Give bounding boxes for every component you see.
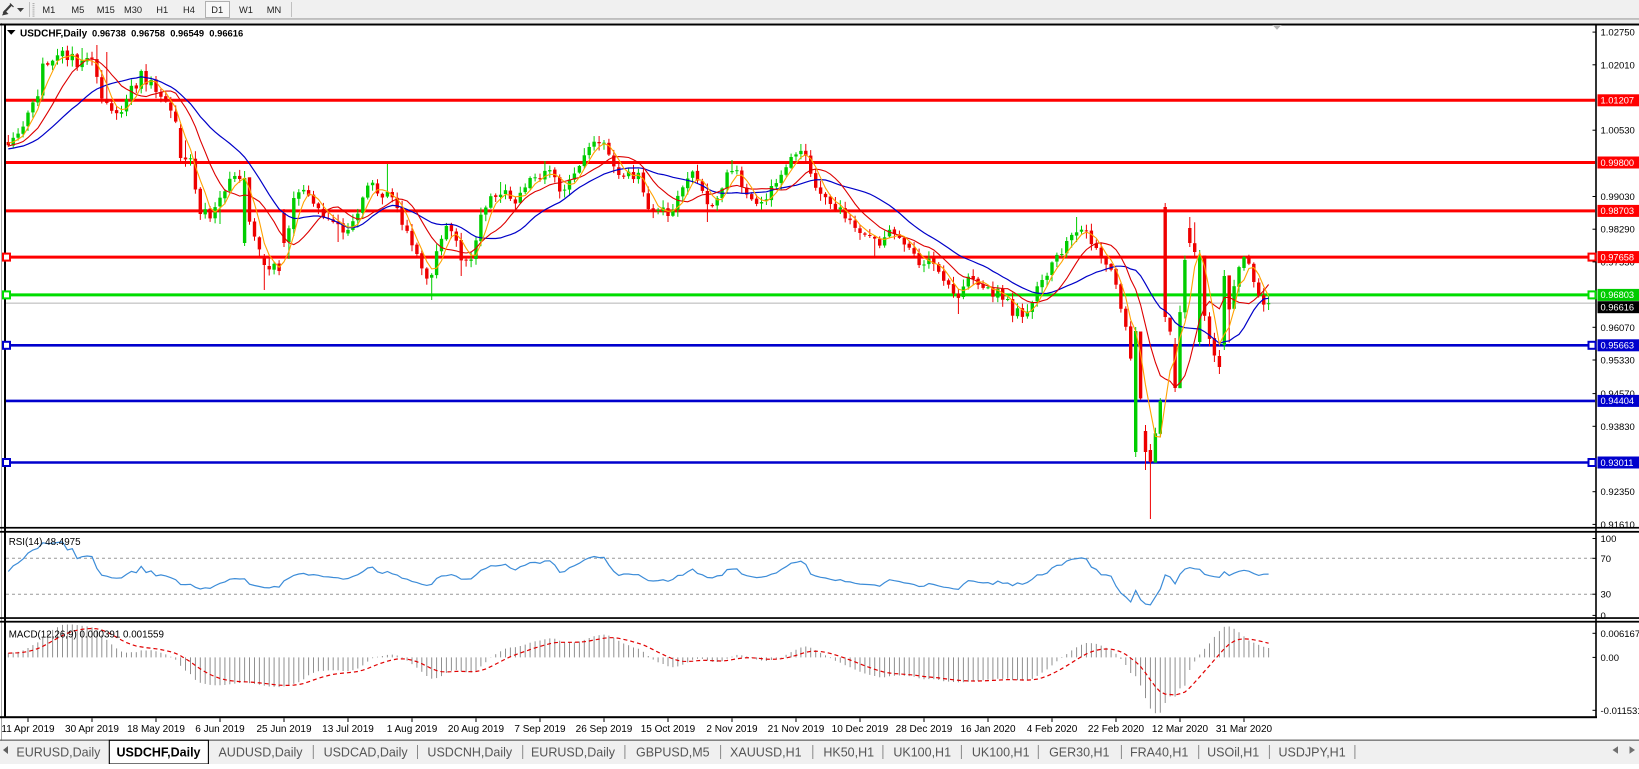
svg-text:15 Oct 2019: 15 Oct 2019 — [641, 724, 696, 735]
svg-text:0.98290: 0.98290 — [1601, 225, 1635, 236]
svg-text:-0.011531: -0.011531 — [1601, 706, 1639, 717]
svg-text:FRA40,H1: FRA40,H1 — [1130, 746, 1188, 760]
svg-text:0.96803: 0.96803 — [1601, 290, 1635, 300]
svg-text:12 Mar 2020: 12 Mar 2020 — [1152, 724, 1209, 735]
svg-text:MACD(12,26,9) 0.000391 0.00155: MACD(12,26,9) 0.000391 0.001559 — [9, 630, 164, 641]
svg-text:USDCHF,Daily: USDCHF,Daily — [20, 29, 88, 40]
svg-text:30: 30 — [1601, 590, 1612, 601]
svg-text:70: 70 — [1601, 554, 1612, 565]
svg-text:0.95663: 0.95663 — [1601, 341, 1635, 351]
svg-text:UK100,H1: UK100,H1 — [972, 746, 1030, 760]
svg-text:XAUUSD,H1: XAUUSD,H1 — [730, 746, 802, 760]
svg-text:0.97658: 0.97658 — [1601, 252, 1635, 262]
svg-text:2 Nov 2019: 2 Nov 2019 — [706, 724, 758, 735]
svg-text:H1: H1 — [156, 5, 168, 15]
svg-text:1.01207: 1.01207 — [1601, 96, 1635, 106]
svg-text:M5: M5 — [71, 5, 84, 15]
svg-text:0.95330: 0.95330 — [1601, 356, 1635, 367]
svg-text:1.02010: 1.02010 — [1601, 60, 1635, 71]
svg-text:18 May 2019: 18 May 2019 — [127, 724, 185, 735]
svg-text:0.91610: 0.91610 — [1601, 520, 1635, 531]
svg-text:0.98703: 0.98703 — [1601, 206, 1635, 216]
svg-text:0.94404: 0.94404 — [1601, 396, 1635, 406]
svg-text:MN: MN — [267, 5, 281, 15]
svg-text:GBPUSD,M5: GBPUSD,M5 — [636, 746, 710, 760]
svg-text:6 Jun 2019: 6 Jun 2019 — [195, 724, 245, 735]
svg-text:UK100,H1: UK100,H1 — [893, 746, 951, 760]
svg-text:0.00: 0.00 — [1601, 653, 1620, 664]
svg-text:16 Jan 2020: 16 Jan 2020 — [960, 724, 1015, 735]
svg-text:28 Dec 2019: 28 Dec 2019 — [896, 724, 953, 735]
svg-text:0.93011: 0.93011 — [1601, 458, 1634, 468]
svg-text:0.99030: 0.99030 — [1601, 192, 1635, 203]
svg-text:H4: H4 — [183, 5, 195, 15]
svg-text:11 Apr 2019: 11 Apr 2019 — [1, 724, 55, 735]
svg-text:22 Feb 2020: 22 Feb 2020 — [1088, 724, 1145, 735]
svg-text:W1: W1 — [239, 5, 253, 15]
svg-text:13 Jul 2019: 13 Jul 2019 — [322, 724, 374, 735]
svg-text:0.92350: 0.92350 — [1601, 487, 1635, 498]
svg-text:1.02750: 1.02750 — [1601, 28, 1635, 39]
svg-text:100: 100 — [1601, 534, 1617, 545]
svg-text:GER30,H1: GER30,H1 — [1049, 746, 1109, 760]
svg-text:10 Dec 2019: 10 Dec 2019 — [832, 724, 889, 735]
svg-text:21 Nov 2019: 21 Nov 2019 — [768, 724, 825, 735]
svg-text:USOil,H1: USOil,H1 — [1207, 746, 1259, 760]
svg-text:EURUSD,Daily: EURUSD,Daily — [531, 746, 616, 760]
svg-text:M15: M15 — [97, 5, 115, 15]
svg-text:0.96070: 0.96070 — [1601, 323, 1635, 334]
svg-text:AUDUSD,Daily: AUDUSD,Daily — [218, 746, 303, 760]
svg-text:7 Sep 2019: 7 Sep 2019 — [514, 724, 566, 735]
svg-text:HK50,H1: HK50,H1 — [823, 746, 874, 760]
svg-text:0.99800: 0.99800 — [1601, 158, 1635, 168]
svg-text:0.93830: 0.93830 — [1601, 422, 1635, 433]
svg-text:20 Aug 2019: 20 Aug 2019 — [448, 724, 505, 735]
svg-text:EURUSD,Daily: EURUSD,Daily — [16, 746, 101, 760]
svg-text:USDCNH,Daily: USDCNH,Daily — [427, 746, 512, 760]
svg-text:25 Jun 2019: 25 Jun 2019 — [256, 724, 311, 735]
svg-text:USDJPY,H1: USDJPY,H1 — [1279, 746, 1346, 760]
svg-text:0: 0 — [1601, 611, 1606, 622]
svg-text:RSI(14) 48.4975: RSI(14) 48.4975 — [9, 537, 81, 548]
svg-text:M30: M30 — [124, 5, 142, 15]
svg-text:USDCAD,Daily: USDCAD,Daily — [324, 746, 409, 760]
svg-text:26 Sep 2019: 26 Sep 2019 — [576, 724, 633, 735]
svg-text:M1: M1 — [42, 5, 55, 15]
svg-text:USDCHF,Daily: USDCHF,Daily — [116, 746, 200, 760]
svg-text:1 Aug 2019: 1 Aug 2019 — [387, 724, 438, 735]
svg-text:30 Apr 2019: 30 Apr 2019 — [65, 724, 119, 735]
svg-text:0.96616: 0.96616 — [1601, 303, 1635, 313]
svg-text:4 Feb 2020: 4 Feb 2020 — [1027, 724, 1078, 735]
svg-text:0.96738 0.96758 0.96549 0.9: 0.96738 0.96758 0.96549 0.96616 — [92, 28, 243, 39]
svg-text:1.00530: 1.00530 — [1601, 126, 1635, 137]
svg-text:0.006167: 0.006167 — [1601, 629, 1639, 640]
svg-text:31 Mar 2020: 31 Mar 2020 — [1216, 724, 1273, 735]
svg-text:D1: D1 — [211, 5, 223, 15]
